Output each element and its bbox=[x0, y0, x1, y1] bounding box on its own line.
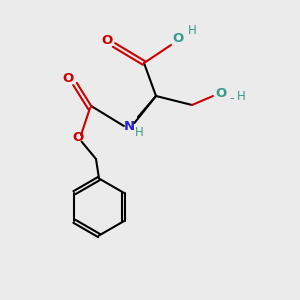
Text: O: O bbox=[172, 32, 184, 46]
Text: N: N bbox=[123, 119, 135, 133]
Text: H: H bbox=[135, 126, 144, 139]
Text: H: H bbox=[236, 89, 245, 103]
Text: O: O bbox=[63, 71, 74, 85]
Text: H: H bbox=[188, 23, 196, 37]
Text: -: - bbox=[230, 92, 234, 106]
Text: O: O bbox=[215, 87, 227, 100]
Text: O: O bbox=[72, 131, 84, 144]
Text: O: O bbox=[102, 34, 113, 47]
